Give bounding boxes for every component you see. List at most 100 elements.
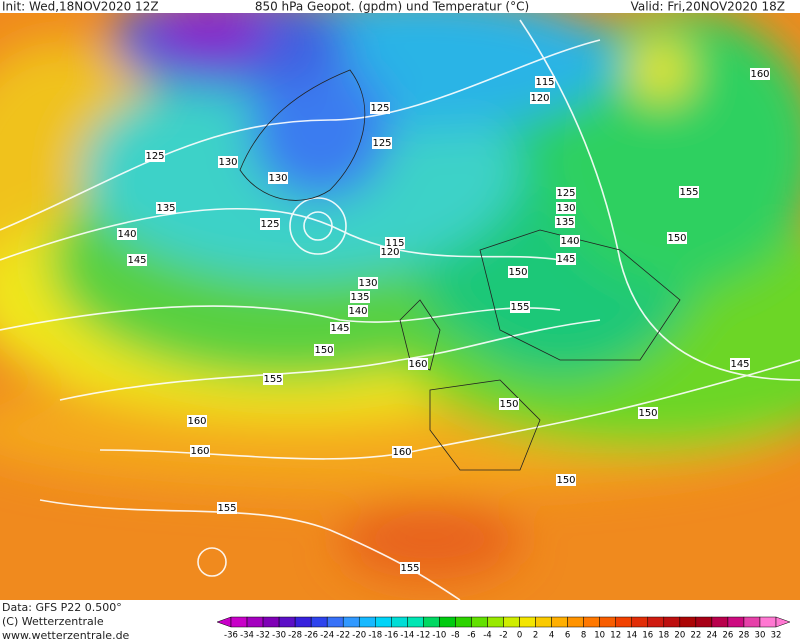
colorbar-label: 32 — [771, 631, 782, 641]
contour-label: 160 — [190, 446, 209, 457]
contour-label-bg — [400, 562, 420, 574]
colorbar-swatch — [375, 616, 392, 628]
contour-label-bg — [556, 202, 576, 214]
colorbar-swatch — [230, 616, 248, 628]
colorbar-label: 0 — [517, 631, 522, 641]
contour-label: 140 — [560, 236, 579, 247]
contour-label-bg — [117, 228, 137, 240]
contour-label-bg — [358, 277, 378, 289]
contour-label: 130 — [218, 157, 237, 168]
valid-time: Valid: Fri,20NOV2020 18Z — [631, 0, 785, 14]
contour-label: 145 — [127, 255, 146, 266]
contour-label: 140 — [348, 306, 367, 317]
colorbar-swatch — [407, 616, 424, 628]
colorbar-swatch — [342, 616, 360, 628]
colorbar-label: -22 — [336, 631, 350, 641]
colorbar-swatch — [439, 616, 456, 628]
contour-label: 125 — [556, 188, 575, 199]
contour-label: 150 — [556, 475, 575, 486]
contour-label-bg — [679, 186, 699, 198]
colorbar-label: -32 — [256, 631, 270, 641]
contour-label: 155 — [510, 302, 529, 313]
colorbar-label: 30 — [755, 631, 766, 641]
map-field — [0, 13, 800, 600]
contour-label-bg — [370, 102, 390, 114]
contour-label-bg — [535, 76, 555, 88]
contour-label: 145 — [330, 323, 349, 334]
colorbar-swatch — [455, 616, 472, 628]
contour-label-bg — [372, 137, 392, 149]
colorbar-swatch — [262, 616, 280, 628]
contour-label: 115 — [535, 77, 554, 88]
contour-label-bg — [380, 246, 400, 258]
colorbar-swatch — [278, 616, 296, 628]
colorbar-swatch — [567, 616, 584, 628]
contour-label-bg — [555, 216, 575, 228]
contour-label-bg — [499, 398, 519, 410]
colorbar-swatch — [487, 616, 504, 628]
contour-label-bg — [268, 172, 288, 184]
contour-label: 145 — [556, 254, 575, 265]
colorbar-label: -6 — [467, 631, 475, 641]
colorbar-label: -18 — [368, 631, 382, 641]
contour-label: 140 — [117, 229, 136, 240]
contour-label: 160 — [392, 447, 411, 458]
colorbar-label: -10 — [432, 631, 446, 641]
colorbar-swatch — [310, 616, 328, 628]
contour-label: 150 — [508, 267, 527, 278]
contour-label: 150 — [314, 345, 333, 356]
contour-label-bg — [217, 502, 237, 514]
colorbar-label: -14 — [400, 631, 414, 641]
contour-label-bg — [530, 92, 550, 104]
contour-label-bg — [260, 218, 280, 230]
colorbar-label: -26 — [304, 631, 318, 641]
colorbar-swatch — [679, 616, 697, 628]
contour-label-bg — [218, 156, 238, 168]
colorbar-swatch — [358, 616, 376, 628]
colorbar-label: 16 — [642, 631, 653, 641]
contour-label: 125 — [145, 151, 164, 162]
colorbar-swatch — [503, 616, 520, 628]
colorbar-swatch — [743, 616, 761, 628]
colorbar-label: -4 — [483, 631, 491, 641]
colorbar-swatch — [246, 616, 264, 628]
contour-label: 130 — [358, 278, 377, 289]
colorbar-swatch — [599, 616, 616, 628]
contour-label-bg — [638, 407, 658, 419]
colorbar-swatch — [326, 616, 344, 628]
colorbar-swatch — [711, 616, 729, 628]
colorbar-swatch — [759, 616, 777, 628]
colorbar-swatch — [727, 616, 745, 628]
contour-label-bg — [750, 68, 770, 80]
contour-label: 125 — [372, 138, 391, 149]
colorbar-swatch — [294, 616, 312, 628]
contour-label: 155 — [679, 187, 698, 198]
contour-label: 135 — [350, 292, 369, 303]
colorbar-label: -8 — [451, 631, 459, 641]
colorbar-label: 18 — [658, 631, 669, 641]
colorbar-label: 10 — [594, 631, 605, 641]
contour-label: 145 — [730, 359, 749, 370]
contour-label-bg — [145, 150, 165, 162]
colorbar-label: -16 — [384, 631, 398, 641]
contour-label: 120 — [530, 93, 549, 104]
copyright: (C) Wetterzentrale — [2, 615, 104, 628]
colorbar-label: 24 — [706, 631, 717, 641]
colorbar-label: 26 — [722, 631, 733, 641]
contour-label: 135 — [555, 217, 574, 228]
colorbar-end — [216, 616, 232, 628]
contour-label: 155 — [217, 503, 236, 514]
colorbar-swatch — [583, 616, 600, 628]
colorbar-label: 20 — [674, 631, 685, 641]
colorbar-swatch — [695, 616, 713, 628]
contour-label-bg — [314, 344, 334, 356]
contour-label: 130 — [556, 203, 575, 214]
colorbar-label: 8 — [581, 631, 586, 641]
colorbar-label: -28 — [288, 631, 302, 641]
contour-label: 160 — [408, 359, 427, 370]
colorbar-end — [775, 616, 791, 628]
contour-label-bg — [408, 358, 428, 370]
contour-label-bg — [392, 446, 412, 458]
colorbar-label: -2 — [499, 631, 507, 641]
contour-label: 120 — [380, 247, 399, 258]
